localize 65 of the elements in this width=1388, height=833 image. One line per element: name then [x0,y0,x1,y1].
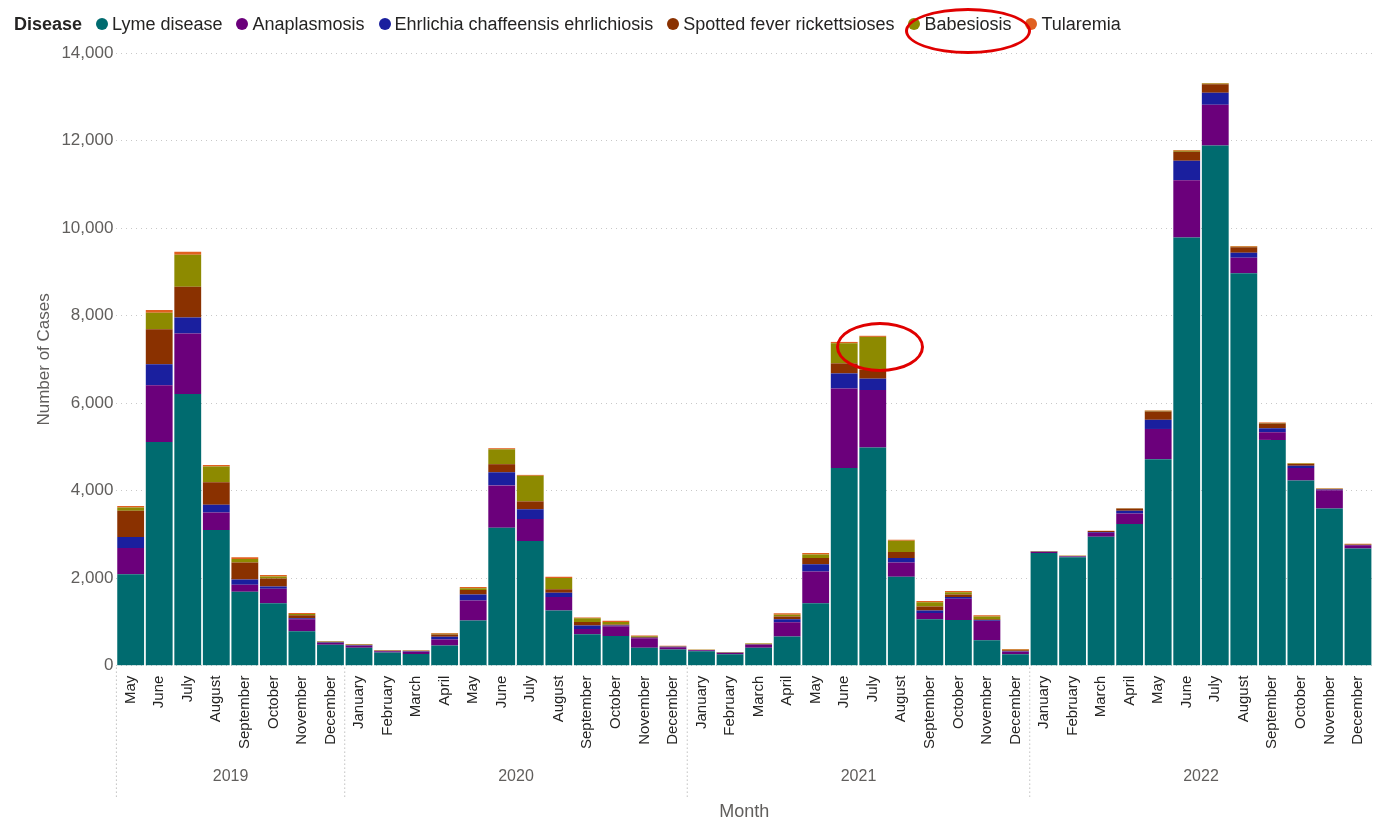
x-tick-label: September [577,675,595,749]
legend-label: Lyme disease [112,13,223,35]
x-tick-label: January [349,675,367,729]
y-tick-label: 2,000 [70,567,114,587]
x-tick-label: December [1005,675,1023,745]
x-tick-label: November [634,675,652,745]
x-tick-label: November [977,675,995,745]
legend-label: Tularemia [1041,13,1121,35]
x-tick-label: August [1233,674,1251,723]
x-tick-label: October [606,675,624,729]
y-tick-label: 12,000 [61,130,114,150]
x-tick-label: January [691,675,709,729]
x-axis-title: Month [719,800,770,821]
x-tick-label: March [406,675,424,718]
legend-label: Anaplasmosis [252,13,365,35]
legend-label: Spotted fever rickettsioses [683,13,895,35]
x-tick-label: December [320,675,338,745]
x-tick-label: May [463,675,481,704]
x-tick-label: October [1291,675,1309,729]
x-tick-label: June [491,675,509,709]
x-tick-label: May [805,675,823,704]
x-tick-label: September [1262,675,1280,749]
x-tick-label: March [1091,675,1109,718]
x-tick-label: December [663,675,681,745]
x-tick-label: July [520,675,538,703]
x-tick-label: April [777,675,795,706]
x-tick-label: April [1119,675,1137,706]
x-tick-label: August [206,674,224,723]
x-tick-label: June [1176,675,1194,709]
x-tick-label: February [377,675,395,736]
x-tick-label: January [1034,675,1052,729]
x-tick-label: April [434,675,452,706]
x-tick-label: November [292,675,310,745]
x-tick-label: September [234,675,252,749]
x-tick-label: October [948,675,966,729]
legend-label: Ehrlichia chaffeensis ehrlichiosis [394,13,654,35]
x-tick-label: December [1348,675,1366,745]
text: 2020 [498,767,534,785]
x-tick-label: June [149,675,167,709]
y-tick-label: 8,000 [70,305,114,325]
x-tick-label: September [919,675,937,749]
y-tick-label: 14,000 [61,42,114,62]
x-tick-label: February [1062,675,1080,736]
y-tick-label: 4,000 [70,480,114,500]
legend-label: Babesiosis [924,13,1012,35]
x-tick-label: August [891,674,909,723]
y-axis-title: Number of Cases [33,293,53,426]
x-tick-label: June [834,675,852,709]
y-tick-label: 6,000 [70,392,114,412]
x-tick-label: July [177,675,195,703]
text: 2021 [840,767,877,785]
x-tick-label: February [720,675,738,736]
text: 2019 [212,767,249,785]
x-tick-label: May [120,675,138,704]
x-tick-label: May [1148,675,1166,704]
x-tick-label: August [548,674,566,723]
x-tick-label: October [263,675,281,729]
y-tick-label: 10,000 [61,217,114,237]
y-tick-label: 0 [103,655,114,675]
text: 2022 [1183,767,1219,785]
legend-title: Disease [14,13,83,35]
x-tick-label: November [1319,675,1337,745]
x-tick-label: July [862,675,880,703]
x-tick-label: March [748,675,766,718]
x-tick-label: July [1205,675,1223,703]
